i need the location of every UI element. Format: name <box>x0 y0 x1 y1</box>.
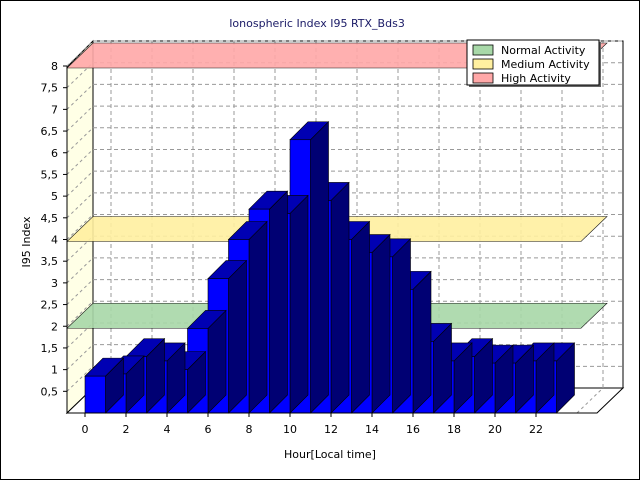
x-tick-label: 22 <box>529 423 543 436</box>
y-tick-label: 0,5 <box>41 385 59 398</box>
y-tick-label: 5 <box>51 190 58 203</box>
y-axis-label: I95 Index <box>20 216 33 268</box>
y-tick-label: 1,5 <box>41 342 59 355</box>
grid-line-wall <box>66 170 94 197</box>
grid-line-wall <box>66 300 94 327</box>
bar-side <box>248 220 268 414</box>
x-tick-label: 0 <box>82 423 89 436</box>
x-axis-label: Hour[Local time] <box>284 448 376 461</box>
x-tick-label: 14 <box>365 423 379 436</box>
grid-line-wall <box>66 105 94 132</box>
x-tick-label: 16 <box>406 423 420 436</box>
x-tick-label: 10 <box>283 423 297 436</box>
y-tick-label: 6 <box>51 147 58 160</box>
bar-side <box>371 233 391 414</box>
grid-line-wall <box>66 84 94 110</box>
grid-line-wall <box>66 257 94 284</box>
y-tick-label: 7 <box>51 103 58 116</box>
y-tick-label: 3,5 <box>41 255 59 268</box>
y-tick-label: 7,5 <box>41 82 59 95</box>
legend-label: Normal Activity <box>501 44 586 57</box>
grid-line-wall <box>66 279 94 305</box>
y-tick-label: 4 <box>51 234 58 247</box>
bar-side <box>351 220 370 414</box>
legend-label: Medium Activity <box>501 58 590 71</box>
x-tick-label: 2 <box>123 423 130 436</box>
legend-swatch <box>472 44 494 56</box>
grid-line-wall <box>66 149 94 175</box>
y-tick-label: 5,5 <box>41 168 59 181</box>
y-tick-label: 8 <box>51 60 58 73</box>
legend-swatch <box>472 72 494 84</box>
bar <box>84 357 125 414</box>
x-tick-label: 6 <box>205 423 212 436</box>
y-tick-label: 1 <box>51 364 58 377</box>
bars <box>84 121 576 414</box>
bar-side <box>392 238 411 414</box>
legend-swatch <box>472 58 494 70</box>
grid-line-wall <box>66 40 94 67</box>
chart-title: Ionospheric Index I95 RTX_Bds3 <box>229 17 405 30</box>
x-tick-label: 18 <box>447 423 461 436</box>
bar-side <box>330 181 350 414</box>
y-tick-label: 2,5 <box>41 299 59 312</box>
grid-line-wall <box>66 344 94 370</box>
bar-side <box>310 121 329 414</box>
bar-side <box>289 194 309 414</box>
grid-line-wall <box>66 365 94 392</box>
x-tick-label: 20 <box>488 423 502 436</box>
bar-side <box>269 190 288 414</box>
bar-side <box>228 259 247 414</box>
y-tick-label: 4,5 <box>41 212 59 225</box>
x-tick-label: 12 <box>324 423 338 436</box>
bar-front <box>84 375 106 414</box>
grid-line-wall <box>66 192 94 219</box>
y-tick-label: 6,5 <box>41 125 59 138</box>
y-tick-label: 3 <box>51 277 58 290</box>
grid-line-wall <box>66 127 94 154</box>
x-tick-label: 4 <box>164 423 171 436</box>
grid-line-floor <box>576 387 604 414</box>
x-tick-label: 8 <box>246 423 253 436</box>
grid-line-wall <box>66 214 94 240</box>
bar-side <box>412 270 432 414</box>
y-tick-label: 2 <box>51 320 58 333</box>
legend-label: High Activity <box>501 72 571 85</box>
tick-labels: 0,5 1 1,5 2 2,5 3 3,5 4 4,5 5 5,5 6 6,5 7 7,5 8 0 2 4 6 8 10 1… <box>41 60 544 436</box>
